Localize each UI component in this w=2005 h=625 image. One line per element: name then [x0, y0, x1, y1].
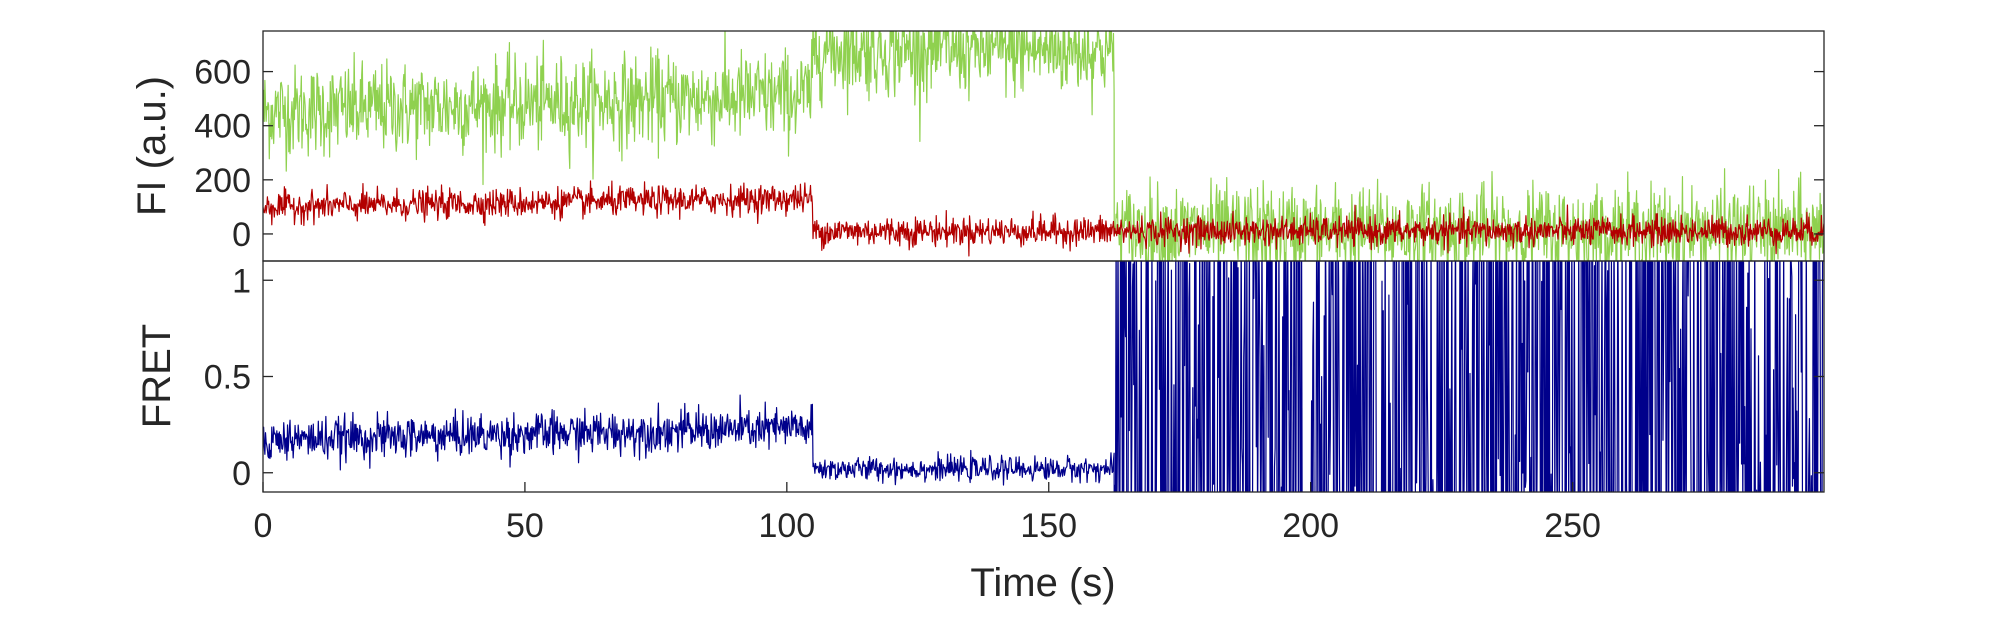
bottom-y-tick-label: 1	[232, 262, 251, 300]
x-tick-label: 50	[506, 507, 544, 545]
bottom-y-tick-label: 0	[232, 455, 251, 493]
bottom-y-tick-label: 0.5	[204, 359, 251, 397]
top-series-group	[263, 31, 1824, 261]
x-tick-label: 100	[758, 507, 815, 545]
x-tick-label: 200	[1282, 507, 1339, 545]
top-y-tick-label: 0	[232, 216, 251, 254]
x-tick-label: 150	[1020, 507, 1077, 545]
top-y-tick-label: 200	[194, 162, 251, 200]
x-tick-label: 0	[254, 507, 273, 545]
bottom-series-group	[263, 261, 1824, 492]
top-panel: 0 200 400 600 FI (a.u.)	[130, 30, 1825, 262]
bottom-x-ticks: 0 50 100 150 200 250	[254, 482, 1601, 545]
bottom-y-axis-label: FRET	[135, 324, 179, 428]
bottom-panel: 00.51 0 50 100 150 200 250 Time (s) FRET	[135, 260, 1825, 605]
x-tick-label: 250	[1544, 507, 1601, 545]
x-axis-label: Time (s)	[970, 561, 1115, 605]
top-y-tick-label: 600	[194, 54, 251, 92]
top-y-axis-label: FI (a.u.)	[130, 76, 174, 216]
top-y-tick-label: 400	[194, 108, 251, 146]
bottom-series-fret	[263, 261, 1824, 492]
top-series-acceptor	[263, 180, 1824, 257]
top-y-ticks: 0 200 400 600	[194, 54, 1824, 254]
bottom-y-ticks: 00.51	[204, 262, 1824, 493]
